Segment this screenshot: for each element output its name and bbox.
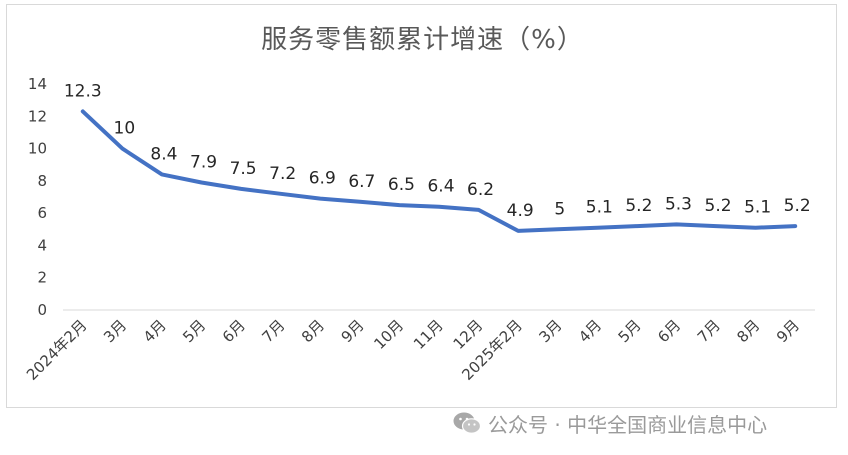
data-label: 6.9 [309, 169, 336, 189]
data-label: 7.2 [269, 164, 296, 184]
data-label: 6.2 [467, 180, 494, 200]
x-tick-label: 10月 [370, 316, 407, 353]
x-tick-label: 9月 [338, 316, 368, 346]
data-label: 12.3 [64, 81, 102, 101]
data-labels: 12.3 10 8.4 7.9 7.5 7.2 6.9 6.7 6.5 6.4 6.2 4.9 5 5.1… [64, 81, 811, 220]
x-tick-label: 7月 [258, 316, 288, 346]
watermark: 公众号 · 中华全国商业信息中心 [452, 408, 767, 438]
data-label: 8.4 [150, 144, 177, 164]
y-tick-label: 2 [37, 269, 47, 287]
data-label: 5 [554, 199, 565, 219]
x-tick-label: 9月 [773, 316, 803, 346]
data-label: 5.2 [784, 196, 811, 216]
y-tick-label: 12 [28, 107, 47, 125]
y-tick-label: 14 [28, 75, 47, 93]
x-tick-label: 11月 [410, 316, 447, 353]
x-tick-label: 6月 [219, 316, 249, 346]
data-label: 7.5 [230, 159, 257, 179]
y-tick-label: 10 [28, 140, 47, 158]
x-tick-label: 7月 [694, 316, 724, 346]
x-tick-label: 3月 [535, 316, 565, 346]
data-label: 5.2 [625, 196, 652, 216]
y-tick-label: 0 [37, 301, 47, 319]
x-tick-label: 4月 [575, 316, 605, 346]
data-label: 6.7 [348, 172, 375, 192]
watermark-text: 公众号 · 中华全国商业信息中心 [488, 412, 768, 437]
data-label: 5.2 [705, 196, 732, 216]
wechat-icon [453, 412, 482, 434]
x-tick-label: 8月 [298, 316, 328, 346]
y-tick-label: 4 [37, 236, 47, 254]
y-tick-label: 8 [37, 172, 47, 190]
data-label: 5.1 [586, 198, 613, 218]
series-line [80, 109, 798, 233]
y-tick-label: 6 [37, 204, 47, 222]
data-label: 5.3 [665, 194, 692, 214]
x-tick-label: 5月 [179, 316, 209, 346]
data-label: 10 [114, 119, 136, 139]
data-label: 6.5 [388, 175, 415, 195]
x-tick-label: 4月 [140, 316, 170, 346]
y-axis-ticks: 0 2 4 6 8 10 12 14 [28, 75, 47, 319]
x-tick-label: 6月 [654, 316, 684, 346]
x-tick-label: 5月 [615, 316, 645, 346]
chart-title: 服务零售额累计增速（%） [261, 25, 584, 55]
data-label: 6.4 [427, 177, 454, 197]
data-label: 5.1 [744, 198, 771, 218]
data-label: 4.9 [507, 201, 534, 221]
chart-frame: 服务零售额累计增速（%） 0 2 4 6 8 10 12 14 2024年2月 3月 4月 5月 6月… [6, 4, 837, 408]
x-tick-label: 3月 [100, 316, 130, 346]
x-tick-label: 2024年2月 [23, 316, 91, 384]
data-label: 7.9 [190, 152, 217, 172]
x-tick-label: 8月 [733, 316, 763, 346]
